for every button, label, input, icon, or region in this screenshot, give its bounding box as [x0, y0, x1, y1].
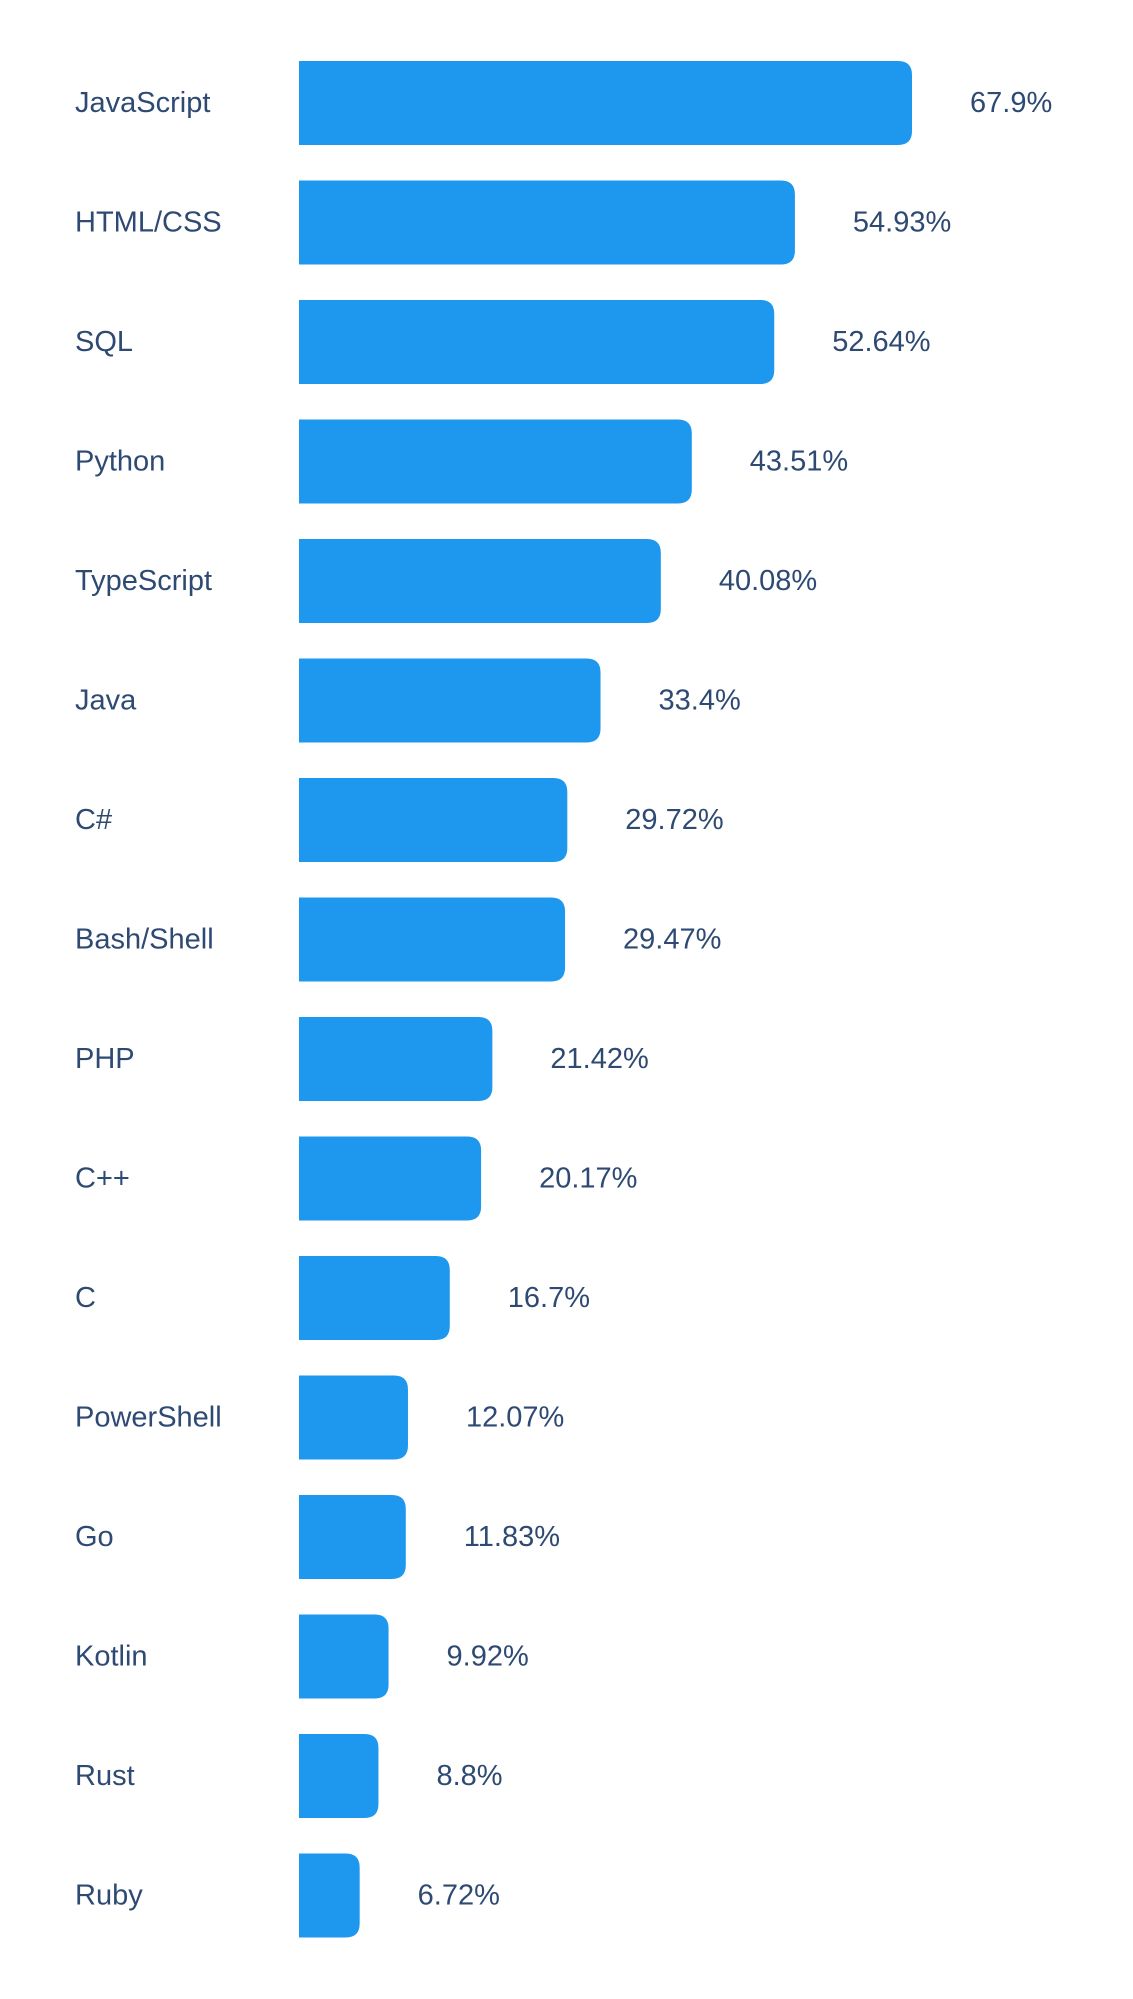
category-label: Bash/Shell: [75, 924, 214, 956]
value-label: 8.8%: [436, 1760, 502, 1792]
bar: [299, 1136, 482, 1221]
value-label: 12.07%: [466, 1402, 564, 1434]
value-label: 21.42%: [550, 1043, 648, 1075]
bar: [299, 778, 568, 862]
category-label: Java: [75, 685, 137, 717]
category-label: C: [75, 1282, 96, 1314]
bar: [299, 1734, 379, 1818]
value-label: 6.72%: [418, 1880, 500, 1912]
value-label: 43.51%: [750, 446, 848, 478]
category-label: C++: [75, 1163, 130, 1195]
category-label: Kotlin: [75, 1641, 148, 1673]
value-label: 29.72%: [625, 804, 723, 836]
bar: [299, 1256, 450, 1340]
value-label: 52.64%: [832, 326, 930, 358]
value-label: 16.7%: [508, 1282, 590, 1314]
category-label: PowerShell: [75, 1402, 222, 1434]
bar: [299, 1017, 493, 1101]
bar: [299, 1853, 360, 1938]
value-label: 40.08%: [719, 565, 817, 597]
bar: [299, 1375, 408, 1460]
value-label: 67.9%: [970, 87, 1052, 119]
bar: [299, 419, 692, 504]
bar: [299, 658, 601, 743]
bar: [299, 180, 795, 265]
bar: [299, 300, 775, 384]
bar: [299, 61, 913, 145]
category-label: Python: [75, 446, 165, 478]
category-label: Go: [75, 1521, 114, 1553]
bar: [299, 897, 566, 982]
category-label: PHP: [75, 1043, 135, 1075]
bar: [299, 539, 661, 623]
value-label: 9.92%: [447, 1641, 529, 1673]
bar: [299, 1495, 406, 1579]
value-label: 29.47%: [623, 924, 721, 956]
category-label: C#: [75, 804, 112, 836]
category-label: HTML/CSS: [75, 207, 222, 239]
value-label: 11.83%: [464, 1521, 560, 1553]
bar: [299, 1614, 389, 1699]
value-label: 33.4%: [659, 685, 741, 717]
category-label: JavaScript: [75, 87, 210, 119]
category-label: Ruby: [75, 1880, 143, 1912]
category-label: TypeScript: [75, 565, 212, 597]
value-label: 20.17%: [539, 1163, 637, 1195]
category-label: SQL: [75, 326, 133, 358]
value-label: 54.93%: [853, 207, 951, 239]
category-label: Rust: [75, 1760, 135, 1792]
